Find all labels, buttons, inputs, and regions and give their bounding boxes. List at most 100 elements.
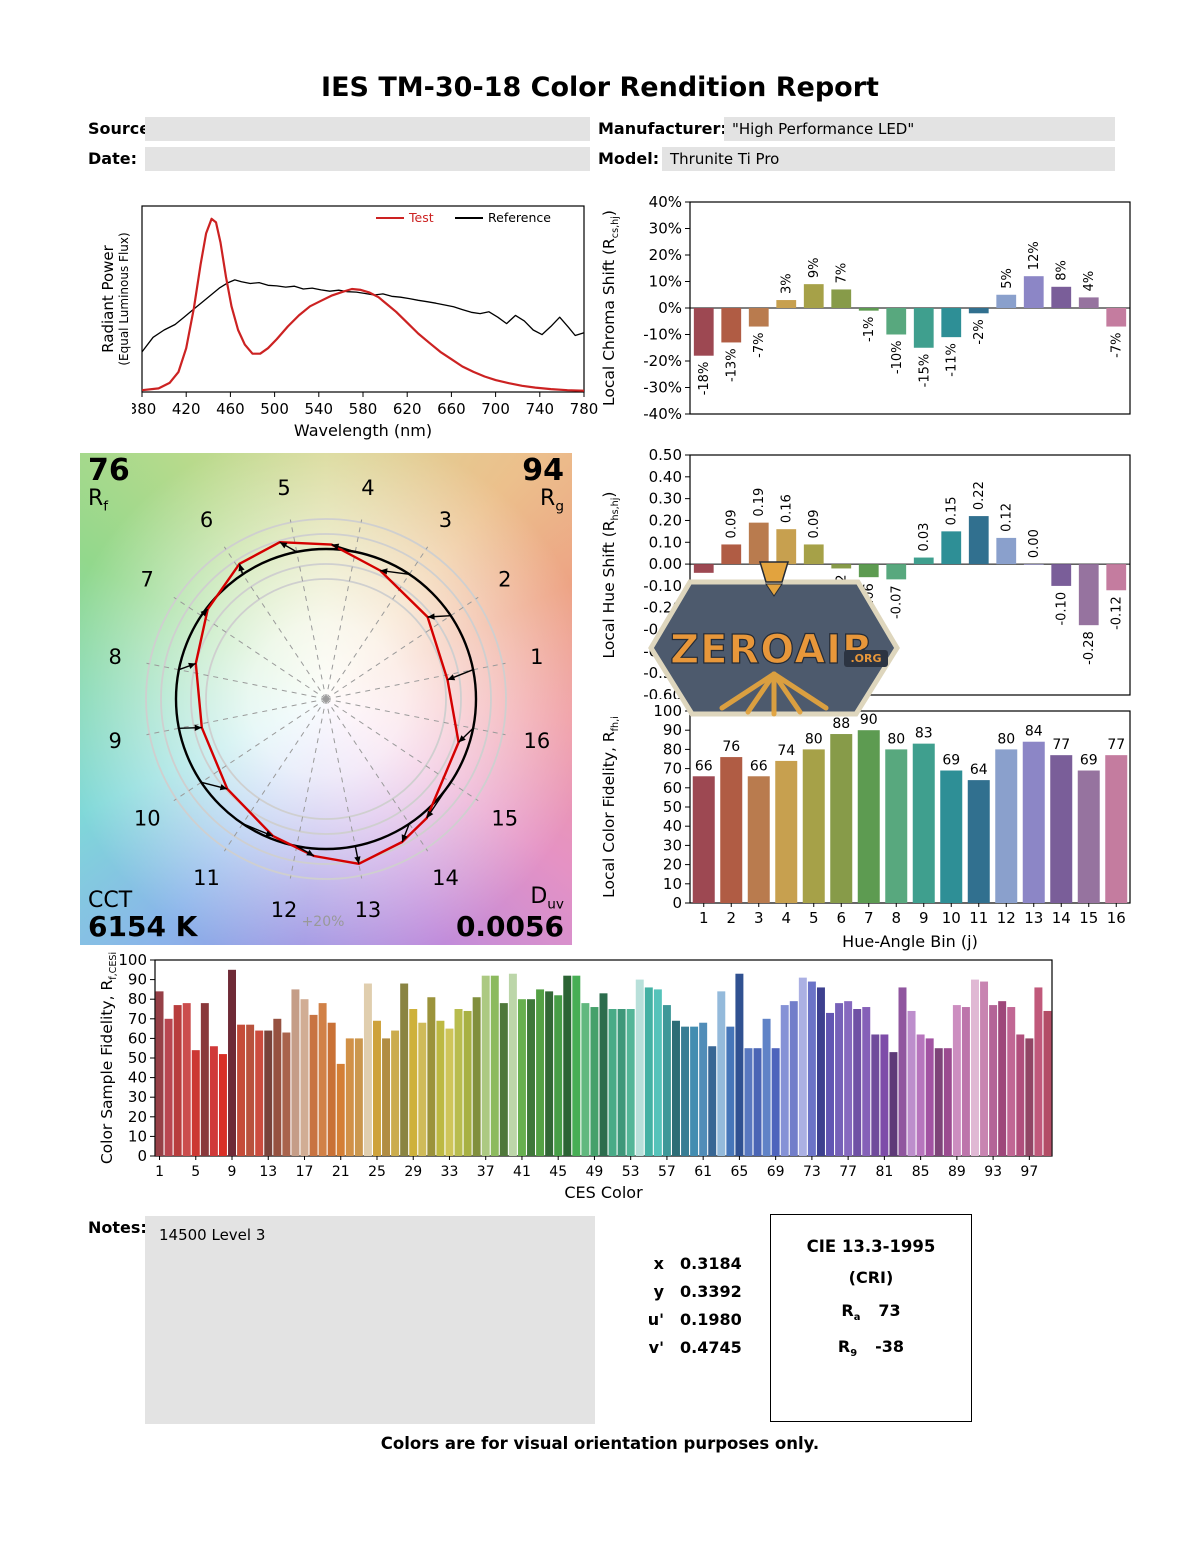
- x-tick-label: 16: [1107, 909, 1126, 927]
- hue-bin-spoke: [325, 698, 479, 802]
- x-tick-label: 11: [969, 909, 988, 927]
- x-tick-label: 660: [437, 400, 466, 418]
- bar: [780, 1005, 789, 1156]
- y-tick-label: 10: [663, 875, 682, 893]
- zeroair-watermark: ZEROAIR .ORG: [648, 561, 900, 717]
- bar-label: -0.12: [1110, 596, 1125, 630]
- y-tick-label: -30%: [643, 379, 682, 397]
- bar: [662, 1005, 671, 1156]
- x-tick-label: 49: [586, 1164, 604, 1180]
- bar: [775, 760, 798, 903]
- y-tick-label: 10: [128, 1127, 147, 1145]
- manufacturer-field: "High Performance LED": [724, 117, 1115, 141]
- shift-arrowhead: [188, 662, 196, 669]
- bar: [454, 1009, 463, 1156]
- bar: [886, 308, 907, 335]
- bar: [427, 997, 436, 1156]
- bar: [391, 1030, 400, 1156]
- shift-arrowhead: [194, 724, 202, 731]
- x-tick-label: 21: [332, 1164, 350, 1180]
- rg-value: 94: [522, 453, 564, 488]
- x-tick-label: 10: [942, 909, 961, 927]
- bar: [1023, 276, 1044, 308]
- x-axis-label: Wavelength (nm): [294, 421, 432, 440]
- bar: [228, 969, 236, 1156]
- bar: [608, 1009, 617, 1156]
- hue-bin-spoke: [146, 698, 327, 736]
- bar-label: 5%: [1000, 268, 1015, 289]
- y-tick-label: 20%: [649, 246, 682, 264]
- bar: [1078, 564, 1099, 626]
- bar: [1043, 1010, 1052, 1156]
- bar: [472, 997, 481, 1156]
- shift-arrowhead: [427, 613, 435, 620]
- x-tick-label: 41: [513, 1164, 531, 1180]
- bar: [409, 1009, 418, 1156]
- bar: [835, 1003, 844, 1156]
- bar: [681, 1026, 690, 1156]
- x-tick-label: 500: [260, 400, 289, 418]
- reference-circle: [174, 547, 478, 851]
- hue-bin-spoke: [223, 546, 327, 700]
- bar: [748, 522, 769, 565]
- bar: [776, 300, 797, 308]
- hue-bin-number: 12: [271, 898, 298, 922]
- bar-label: -0.07: [890, 585, 905, 619]
- bar: [831, 289, 852, 308]
- x-tick-label: 29: [404, 1164, 422, 1180]
- shift-arrow: [426, 781, 452, 819]
- chromaticity-row-x: x 0.3184: [636, 1254, 742, 1273]
- bar: [747, 776, 770, 903]
- y-tick-label: 80: [128, 990, 147, 1008]
- duv-label: Duv: [530, 883, 564, 913]
- shift-arrowhead: [458, 735, 466, 743]
- y-tick-label: 30: [663, 836, 682, 854]
- watermark-hexagon: [648, 579, 900, 717]
- y-tick-label: 0.40: [649, 468, 682, 486]
- bar-label: 80: [887, 731, 905, 747]
- bar: [753, 1048, 762, 1156]
- bar: [209, 1046, 218, 1156]
- x-tick-label: 25: [368, 1164, 386, 1180]
- y-tick-label: 0: [137, 1147, 147, 1165]
- x-tick-label: 89: [948, 1164, 966, 1180]
- bar: [554, 995, 563, 1156]
- x-axis-label: Hue-Angle Bin (j): [842, 932, 978, 951]
- cri-r9-value: -38: [875, 1337, 905, 1357]
- bar: [913, 308, 934, 348]
- reference-ring: [190, 563, 462, 835]
- hue-bin-spoke: [146, 662, 327, 700]
- hue-shift-y-axis-label-text: Local Hue Shift (Rhs,hj): [600, 491, 622, 659]
- hue-bin-number: 10: [134, 806, 161, 830]
- bar: [690, 1026, 699, 1156]
- bar: [943, 1048, 952, 1156]
- bar: [941, 531, 962, 565]
- bar: [218, 1054, 227, 1156]
- bar-label: -0.10: [1055, 592, 1070, 626]
- x-tick-label: 9: [228, 1164, 237, 1180]
- bar: [463, 1010, 472, 1156]
- cct-value: 6154 K: [88, 909, 198, 943]
- x-tick-label: 53: [622, 1164, 640, 1180]
- bar-label: 69: [942, 753, 960, 769]
- y-tick-label: 50: [128, 1049, 147, 1067]
- cri-box: CIE 13.3-1995 (CRI) Ra 73 R9 -38: [770, 1214, 972, 1422]
- x-tick-label: 45: [549, 1164, 567, 1180]
- bar: [789, 1001, 798, 1156]
- bar: [626, 1009, 635, 1156]
- bar-label: -1%: [862, 317, 877, 342]
- bar-label: 77: [1107, 737, 1125, 753]
- bar-label: 0.09: [807, 510, 822, 539]
- shift-arrowhead: [265, 830, 273, 837]
- bar: [445, 1028, 454, 1156]
- bar: [913, 557, 934, 565]
- bar-label: 0.22: [972, 481, 987, 510]
- notes-field: 14500 Level 3: [145, 1216, 595, 1424]
- bar: [1025, 1038, 1034, 1156]
- spd-chart: 380 420 460 500 540 580 620 660 700 740 780 Wavelen…: [132, 205, 598, 440]
- chromaticity-row-y: y 0.3392: [636, 1282, 742, 1301]
- bar-label: 83: [915, 726, 933, 742]
- bar: [699, 1022, 708, 1156]
